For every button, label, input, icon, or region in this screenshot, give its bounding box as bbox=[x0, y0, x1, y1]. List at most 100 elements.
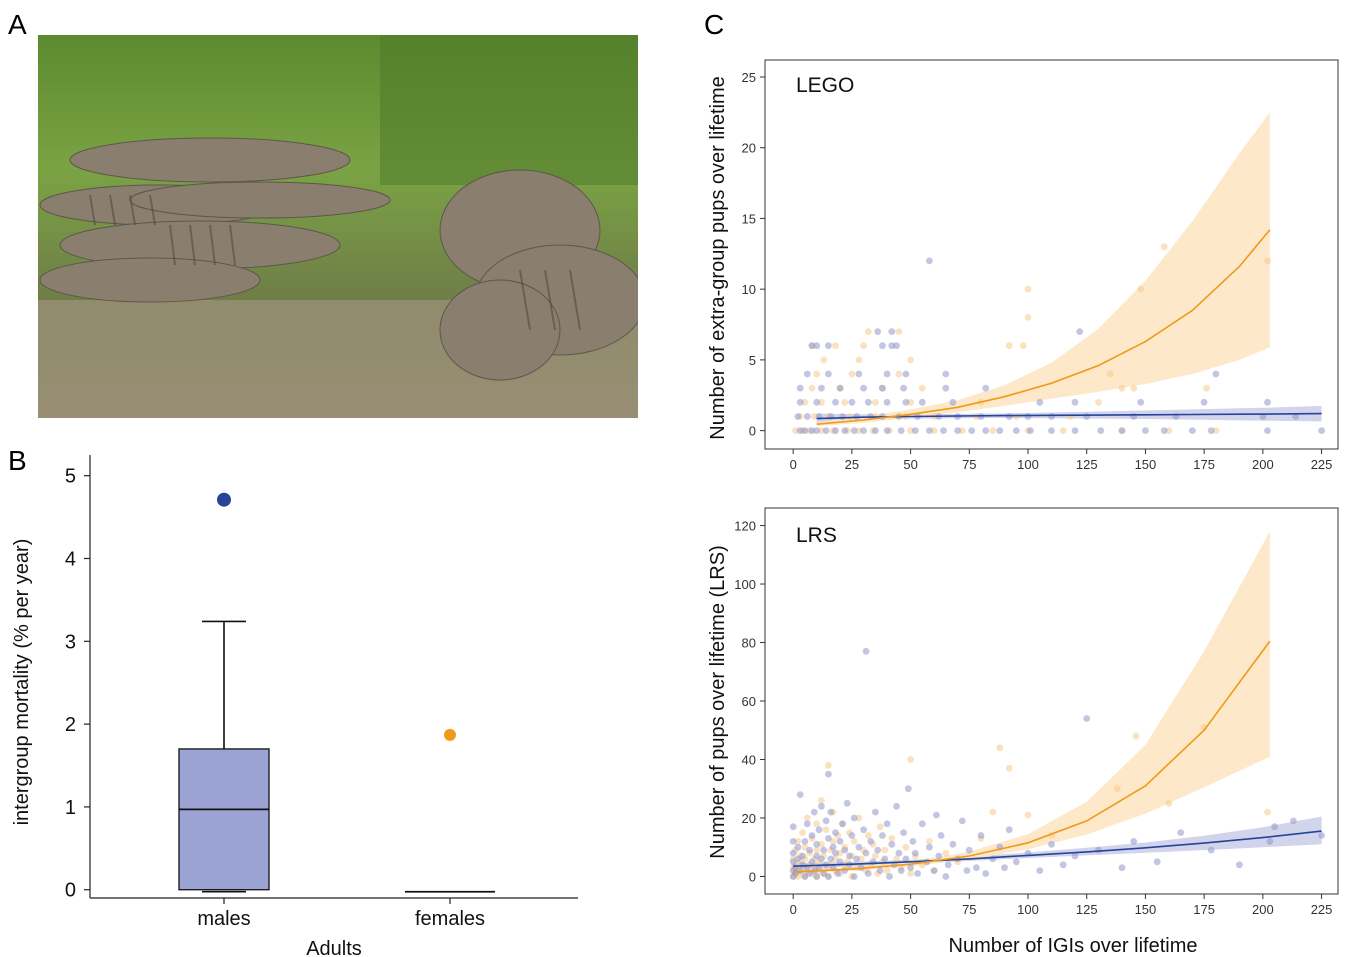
x-tick-label: 225 bbox=[1311, 902, 1333, 917]
data-point-female bbox=[1059, 427, 1067, 434]
x-tick-label: 25 bbox=[845, 457, 859, 472]
data-point-male bbox=[1200, 398, 1208, 406]
data-point-male bbox=[820, 846, 828, 854]
data-point-male bbox=[895, 849, 903, 857]
data-point-male bbox=[1027, 427, 1034, 434]
data-point-male bbox=[888, 840, 896, 848]
data-point-male bbox=[893, 802, 900, 810]
data-point-female bbox=[1106, 370, 1114, 378]
data-point-male bbox=[1130, 838, 1138, 845]
data-point-male bbox=[867, 838, 875, 845]
data-point-male bbox=[796, 427, 804, 434]
data-point-female bbox=[857, 855, 865, 863]
panel-c-lego-scatter: 0 25 50 75 100 125 150 175 200 225 0 5 10 15 20 25 bbox=[742, 59, 1339, 472]
boxplot-y-tick-label: 2 bbox=[65, 714, 76, 736]
data-point-male bbox=[909, 838, 917, 845]
data-point-male bbox=[850, 873, 858, 880]
boxplot-y-tick-label: 4 bbox=[65, 549, 76, 571]
data-point-female bbox=[907, 356, 914, 364]
data-point-male bbox=[900, 829, 907, 836]
y-tick-label: 0 bbox=[749, 869, 756, 884]
data-point-male bbox=[827, 855, 835, 863]
data-point-male bbox=[911, 427, 919, 434]
data-point-male bbox=[813, 398, 821, 406]
data-point-female bbox=[1012, 413, 1020, 420]
data-point-male bbox=[799, 852, 806, 860]
data-point-male bbox=[839, 413, 846, 420]
data-point-female bbox=[841, 398, 849, 406]
x-tick-label: 175 bbox=[1193, 902, 1215, 917]
data-point-female bbox=[918, 384, 926, 392]
data-point-male bbox=[815, 826, 823, 834]
data-point-female bbox=[1264, 808, 1271, 816]
data-point-male bbox=[1012, 858, 1020, 866]
data-point-male bbox=[1189, 427, 1196, 434]
data-point-male bbox=[996, 427, 1004, 434]
data-point-male bbox=[1271, 823, 1278, 831]
data-point-male bbox=[860, 826, 867, 834]
data-point-female bbox=[958, 427, 966, 434]
y-tick-label: 5 bbox=[749, 353, 756, 368]
x-tick-label: 0 bbox=[790, 457, 797, 472]
data-point-male bbox=[977, 832, 985, 839]
data-point-male bbox=[1083, 413, 1091, 420]
data-point-female bbox=[848, 370, 856, 378]
data-point-male bbox=[944, 861, 952, 869]
data-point-female bbox=[902, 843, 910, 851]
x-tick-label: 100 bbox=[1017, 902, 1039, 917]
data-point-male bbox=[1048, 413, 1055, 420]
data-point-male bbox=[872, 427, 879, 434]
data-point-male bbox=[796, 398, 804, 406]
data-point-male bbox=[1207, 846, 1215, 854]
panel-label-b: B bbox=[8, 445, 27, 476]
data-point-male bbox=[926, 843, 933, 851]
data-point-female bbox=[895, 328, 903, 335]
confidence-band-female bbox=[816, 112, 1270, 427]
data-point-male bbox=[822, 817, 830, 825]
data-point-female bbox=[832, 342, 839, 350]
data-point-male bbox=[933, 811, 940, 819]
y-tick-label: 0 bbox=[749, 424, 756, 439]
boxplot-category-label: males bbox=[197, 908, 250, 930]
data-point-male bbox=[888, 328, 896, 335]
data-point-male bbox=[893, 342, 900, 350]
data-point-male bbox=[813, 427, 821, 434]
data-point-male bbox=[1071, 852, 1079, 860]
data-point-female bbox=[1137, 285, 1145, 293]
data-point-male bbox=[794, 413, 802, 420]
data-point-male bbox=[832, 398, 839, 406]
data-point-female bbox=[881, 846, 889, 854]
data-point-female bbox=[1165, 427, 1173, 434]
x-tick-label: 75 bbox=[962, 457, 976, 472]
y-tick-label: 120 bbox=[734, 519, 756, 534]
data-point-male bbox=[963, 867, 971, 874]
data-point-male bbox=[965, 846, 973, 854]
data-point-female bbox=[1095, 398, 1102, 406]
lego-inset-label: LEGO bbox=[796, 74, 854, 97]
data-point-female bbox=[1024, 811, 1032, 819]
data-point-male bbox=[864, 398, 872, 406]
data-point-male bbox=[841, 427, 849, 434]
data-point-male bbox=[843, 799, 851, 807]
y-tick-label: 40 bbox=[742, 752, 756, 767]
data-point-male bbox=[1059, 861, 1067, 869]
data-point-male bbox=[949, 398, 957, 406]
data-point-female bbox=[855, 814, 863, 822]
data-point-male bbox=[1024, 413, 1032, 420]
data-point-male bbox=[836, 858, 844, 866]
data-point-male bbox=[879, 832, 886, 839]
data-point-female bbox=[907, 756, 914, 763]
data-point-male bbox=[1207, 427, 1215, 434]
y-tick-label: 10 bbox=[742, 282, 756, 297]
data-point-male bbox=[808, 858, 816, 866]
data-point-female bbox=[855, 356, 863, 364]
data-point-male bbox=[883, 370, 891, 378]
data-point-male bbox=[825, 370, 832, 378]
data-point-male bbox=[881, 855, 889, 863]
data-point-female bbox=[907, 870, 914, 877]
data-point-female bbox=[989, 808, 997, 816]
data-point-male bbox=[883, 820, 891, 828]
data-point-female bbox=[1019, 342, 1027, 350]
data-point-male bbox=[1071, 398, 1079, 406]
data-point-male bbox=[801, 838, 809, 845]
